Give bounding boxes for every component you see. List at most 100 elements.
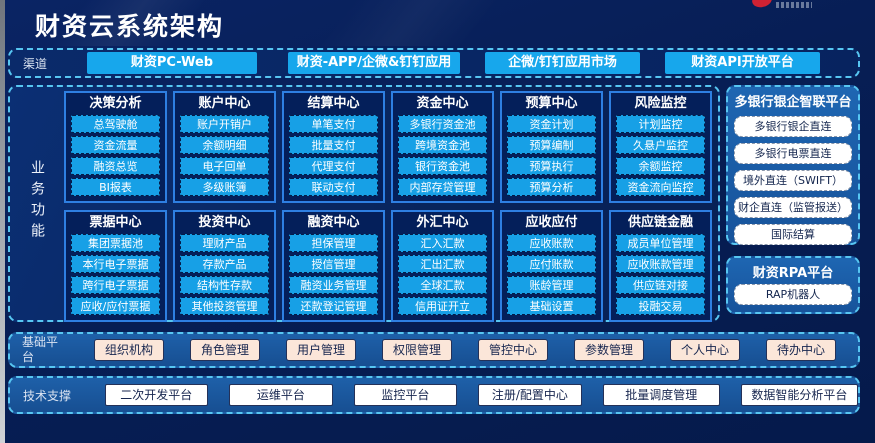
module-item: 融资总览: [71, 157, 160, 175]
bank-link-item: 多银行银企直连: [734, 116, 852, 137]
module-item: 账龄管理: [507, 276, 596, 294]
module-grid: 决策分析 总驾驶舱 资金流量 融资总览 BI报表 账户中心 账户开销户 余额明细…: [64, 90, 714, 322]
module-item: 集团票据池: [71, 234, 160, 252]
window-edge-strip: [0, 0, 5, 443]
module-item: 资金流向监控: [616, 178, 705, 196]
module-card: 风险监控 计划监控 久悬户监控 余额监控 资金流向监控: [609, 91, 712, 203]
channel-api-platform: 财资API开放平台: [665, 52, 820, 74]
module-item: 其他投资管理: [180, 297, 269, 315]
rpa-item: RAP机器人: [734, 284, 852, 305]
module-item: 资金计划: [507, 115, 596, 133]
module-item: 担保管理: [289, 234, 378, 252]
module-title: 预算中心: [525, 96, 578, 111]
tech-support-item: 二次开发平台: [104, 384, 209, 406]
base-platform-item: 组织机构: [94, 339, 164, 361]
module-item: 存款产品: [180, 255, 269, 273]
module-card: 票据中心 集团票据池 本行电子票据 跨行电子票据 应收/应付票据: [64, 210, 167, 322]
module-card: 账户中心 账户开销户 余额明细 电子回单 多级账簿: [173, 91, 276, 203]
module-item: 结构性存款: [180, 276, 269, 294]
module-item: 余额监控: [616, 157, 705, 175]
module-card: 资金中心 多银行资金池 跨境资金池 银行资金池 内部存贷管理: [391, 91, 494, 203]
module-item: 预算执行: [507, 157, 596, 175]
module-item: 汇出汇款: [398, 255, 487, 273]
module-item: 预算编制: [507, 136, 596, 154]
module-card: 结算中心 单笔支付 批量支付 代理支付 联动支付: [282, 91, 385, 203]
module-item: 汇入汇款: [398, 234, 487, 252]
module-item: 应收/应付票据: [71, 297, 160, 315]
module-item: 理财产品: [180, 234, 269, 252]
channel-pc-web: 财资PC-Web: [87, 52, 257, 74]
tech-support-item: 批量调度管理: [602, 384, 720, 406]
business-functions-label: 业务功能: [29, 160, 45, 244]
base-platform-item: 权限管理: [382, 339, 452, 361]
base-platform-item: 参数管理: [574, 339, 644, 361]
bank-link-panel: 多银行银企智联平台 多银行银企直连 多银行电票直连 境外直连（SWIFT） 财企…: [726, 85, 860, 245]
bank-link-item: 多银行电票直连: [734, 143, 852, 164]
bank-link-panel-title: 多银行银企智联平台: [734, 95, 852, 110]
module-item: 总驾驶舱: [71, 115, 160, 133]
module-card: 决策分析 总驾驶舱 资金流量 融资总览 BI报表: [64, 91, 167, 203]
module-title: 结算中心: [307, 96, 360, 111]
channels-label: 渠道: [23, 56, 48, 71]
tech-support-row: 技术支撑 二次开发平台 运维平台 监控平台 注册/配置中心 批量调度管理 数据智…: [8, 376, 860, 414]
module-item: 资金流量: [71, 136, 160, 154]
module-title: 供应链金融: [627, 215, 693, 230]
module-item: 电子回单: [180, 157, 269, 175]
module-item: 应付账款: [507, 255, 596, 273]
module-title: 投资中心: [198, 215, 251, 230]
module-title: 票据中心: [89, 215, 142, 230]
module-item: 联动支付: [289, 178, 378, 196]
module-title: 应收应付: [525, 215, 578, 230]
module-item: 全球汇款: [398, 276, 487, 294]
module-title: 外汇中心: [416, 215, 469, 230]
tech-support-item: 数据智能分析平台: [740, 384, 859, 406]
module-item: 基础设置: [507, 297, 596, 315]
module-item: 代理支付: [289, 157, 378, 175]
channel-app: 财资-APP/企微&钉钉应用: [288, 52, 460, 74]
module-item: 应收账款: [507, 234, 596, 252]
module-card: 融资中心 担保管理 授信管理 融资业务管理 还款登记管理: [282, 210, 385, 322]
module-item: 跨境资金池: [398, 136, 487, 154]
bank-link-item: 境外直连（SWIFT）: [734, 170, 852, 191]
module-item: 银行资金池: [398, 157, 487, 175]
header: 财资云系统架构: [5, 0, 875, 46]
module-card: 供应链金融 成员单位管理 应收账款管理 供应链对接 投融交易: [609, 210, 712, 322]
tech-support-item: 运维平台: [229, 384, 333, 406]
module-item: 多级账簿: [180, 178, 269, 196]
module-title: 融资中心: [307, 215, 360, 230]
bank-link-item: 财企直连（监管报送）: [734, 197, 852, 218]
module-card: 外汇中心 汇入汇款 汇出汇款 全球汇款 信用证开立: [391, 210, 494, 322]
module-title: 风险监控: [634, 96, 687, 111]
module-item: 账户开销户: [180, 115, 269, 133]
module-item: 久悬户监控: [616, 136, 705, 154]
module-item: 本行电子票据: [71, 255, 160, 273]
page-title: 财资云系统架构: [35, 12, 225, 41]
module-item: 还款登记管理: [289, 297, 378, 315]
module-item: 信用证开立: [398, 297, 487, 315]
module-item: 应收账款管理: [616, 255, 705, 273]
module-title: 账户中心: [198, 96, 251, 111]
module-item: 融资业务管理: [289, 276, 378, 294]
base-platform-item: 管控中心: [478, 339, 548, 361]
right-column: 多银行银企智联平台 多银行银企直连 多银行电票直连 境外直连（SWIFT） 财企…: [726, 85, 860, 322]
main-zone: 业务功能 决策分析 总驾驶舱 资金流量 融资总览 BI报表 账户中心 账户开销户…: [8, 85, 860, 322]
module-item: 计划监控: [616, 115, 705, 133]
base-platform-item: 个人中心: [670, 339, 740, 361]
module-item: BI报表: [71, 178, 160, 196]
base-platform-row: 基础平台 组织机构 角色管理 用户管理 权限管理 管控中心 参数管理 个人中心 …: [8, 332, 860, 368]
business-functions-area: 业务功能 决策分析 总驾驶舱 资金流量 融资总览 BI报表 账户中心 账户开销户…: [8, 85, 720, 322]
logo-text-fragment: [776, 2, 812, 8]
module-item: 单笔支付: [289, 115, 378, 133]
module-item: 授信管理: [289, 255, 378, 273]
module-card: 应收应付 应收账款 应付账款 账龄管理 基础设置: [500, 210, 603, 322]
module-item: 成员单位管理: [616, 234, 705, 252]
tech-support-item: 注册/配置中心: [478, 384, 582, 406]
channels-row: 渠道 财资PC-Web 财资-APP/企微&钉钉应用 企微/钉钉应用市场 财资A…: [8, 48, 860, 78]
rpa-panel: 财资RPA平台 RAP机器人: [726, 256, 860, 314]
bank-link-item: 国际结算: [734, 224, 852, 245]
base-platform-item: 待办中心: [766, 339, 836, 361]
module-item: 投融交易: [616, 297, 705, 315]
tech-support-label: 技术支撑: [23, 388, 72, 403]
module-card: 预算中心 资金计划 预算编制 预算执行 预算分析: [500, 91, 603, 203]
